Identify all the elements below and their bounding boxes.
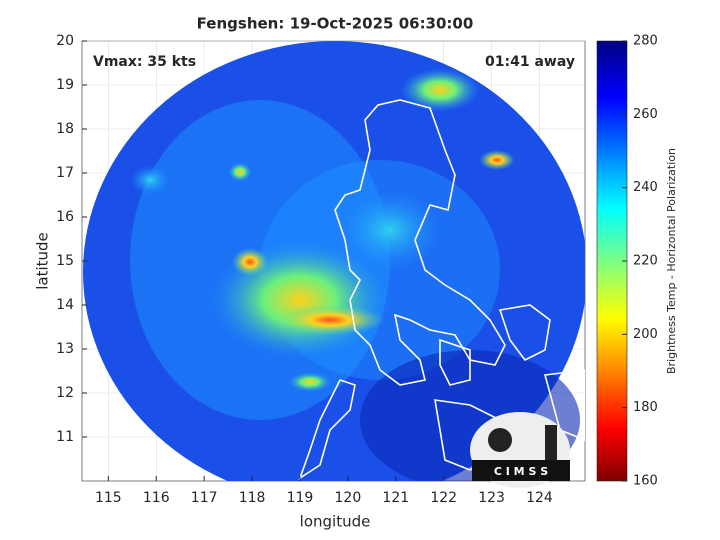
colorbar-tick-label: 260 [633,107,658,122]
x-tick-label: 123 [478,490,505,506]
x-tick-label: 121 [382,490,409,506]
annotation: Vmax: 35 kts [93,54,196,70]
colorbar-tick-label: 180 [633,400,658,415]
y-tick-label: 11 [56,429,74,445]
x-tick-label: 118 [239,490,266,506]
logo-text: C I M S S [494,465,548,478]
colorbar-tick-label: 220 [633,254,658,269]
y-tick-label: 12 [56,385,74,401]
y-tick-label: 15 [56,253,74,269]
swath [83,41,585,481]
colorbar-tick-label: 200 [633,327,658,342]
colorbar-tick-label: 240 [633,180,658,195]
colorbar-tick-label: 280 [633,34,658,49]
y-tick-label: 17 [56,165,74,181]
y-tick-label: 19 [56,77,74,93]
cimss-logo: C I M S S [470,412,570,488]
annotation: 01:41 away [485,54,575,70]
x-tick-label: 120 [335,490,362,506]
y-tick-label: 20 [56,33,74,49]
chart-title: Fengshen: 19-Oct-2025 06:30:00 [197,15,474,33]
x-tick-label: 116 [143,490,170,506]
y-tick-label: 16 [56,209,74,225]
x-tick-label: 122 [430,490,457,506]
x-tick-label: 119 [287,490,314,506]
colorbar-tick-label: 160 [633,474,658,489]
y-tick-label: 14 [56,297,74,313]
x-axis-label: longitude [300,513,371,531]
y-tick-label: 13 [56,341,74,357]
y-tick-label: 18 [56,121,74,137]
colorbar-label: Brightness Temp - Horizontal Polarizatio… [665,148,678,374]
x-tick-label: 117 [191,490,218,506]
x-tick-label: 124 [526,490,553,506]
y-axis-label: latitude [34,232,52,290]
x-tick-label: 115 [95,490,122,506]
